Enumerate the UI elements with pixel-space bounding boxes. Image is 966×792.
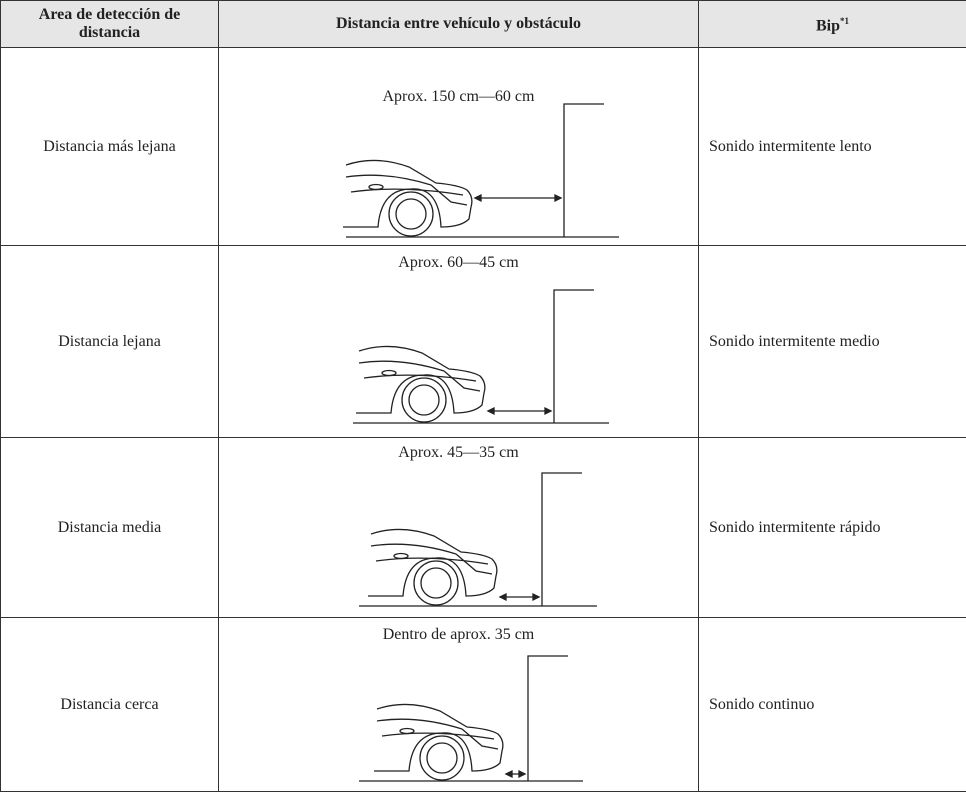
header-cell: Area de detección de distancia — [1, 1, 219, 48]
illustration — [219, 438, 699, 618]
illustration-cell: Dentro de aprox. 35 cm — [219, 618, 699, 792]
door-handle — [369, 185, 383, 190]
illustration-cell: Aprox. 45—35 cm — [219, 438, 699, 618]
door-handle — [394, 554, 408, 559]
header-cell: Bip*1 — [699, 1, 966, 48]
area-cell: Distancia cerca — [1, 618, 219, 792]
footnote-marker: *1 — [840, 16, 849, 26]
door-handle — [400, 729, 414, 734]
beep-cell: Sonido intermitente medio — [699, 246, 966, 438]
wall — [528, 656, 568, 781]
header-text: Bip — [816, 18, 840, 35]
car-line — [371, 544, 492, 574]
illustration-cell: Aprox. 60—45 cm — [219, 246, 699, 438]
beep-cell: Sonido continuo — [699, 618, 966, 792]
car-line — [377, 719, 498, 749]
distance-caption: Aprox. 60—45 cm — [219, 254, 698, 272]
distance-caption: Aprox. 45—35 cm — [219, 444, 698, 462]
rim — [427, 743, 457, 773]
door-handle — [382, 371, 396, 376]
area-cell: Distancia media — [1, 438, 219, 618]
area-cell: Distancia lejana — [1, 246, 219, 438]
rim — [396, 199, 426, 229]
car-line — [346, 175, 467, 205]
car-line — [359, 361, 480, 391]
illustration — [219, 246, 699, 438]
wall — [554, 290, 594, 423]
beep-cell: Sonido intermitente rápido — [699, 438, 966, 618]
header-cell: Distancia entre vehículo y obstáculo — [219, 1, 699, 48]
illustration-cell: Aprox. 150 cm—60 cm — [219, 48, 699, 246]
wall — [564, 104, 604, 237]
wall — [542, 473, 582, 606]
illustration — [219, 618, 699, 792]
rim — [409, 385, 439, 415]
beep-cell: Sonido intermitente lento — [699, 48, 966, 246]
distance-caption: Aprox. 150 cm—60 cm — [219, 88, 698, 106]
illustration — [219, 48, 699, 246]
area-cell: Distancia más lejana — [1, 48, 219, 246]
distance-caption: Dentro de aprox. 35 cm — [219, 626, 698, 644]
rim — [421, 568, 451, 598]
header-row: Area de detección de distancia Distancia… — [1, 1, 966, 48]
